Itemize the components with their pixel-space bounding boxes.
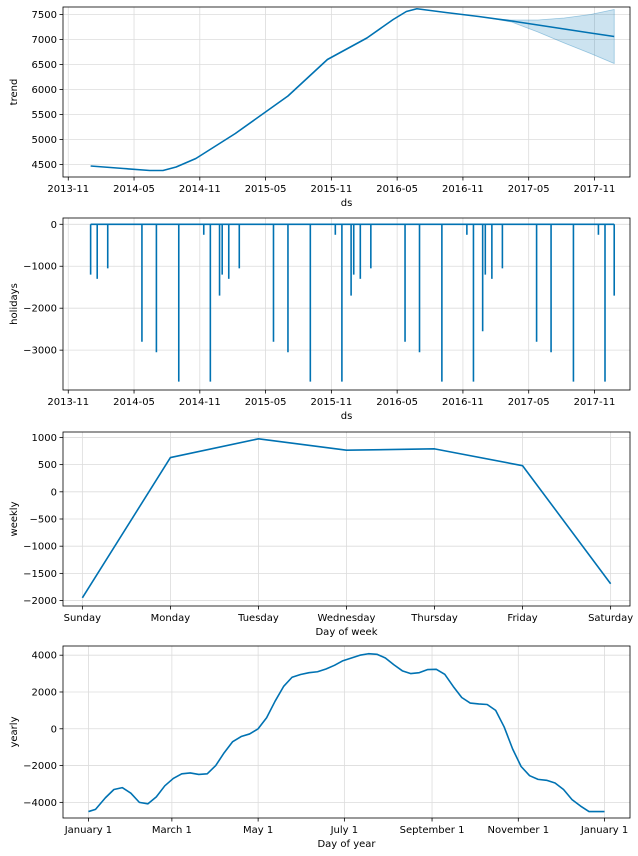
trend-series-line (90, 7, 615, 172)
yearly-x-tick-label: July 1 (330, 825, 359, 836)
holidays-y-tick-label: −1000 (23, 262, 57, 273)
weekly-x-tick-label: Wednesday (318, 613, 376, 624)
holidays-y-tick-label: −2000 (23, 304, 57, 315)
weekly-x-tick-label: Thursday (410, 613, 458, 624)
yearly-series-line (88, 652, 605, 813)
trend-y-tick-label: 6500 (32, 60, 57, 71)
trend-x-tick-label: 2015-11 (310, 184, 352, 195)
yearly-y-tick-label: 0 (51, 724, 57, 735)
trend-x-tick-label: 2017-11 (574, 184, 616, 195)
yearly-y-axis-label: yearly (9, 716, 20, 747)
weekly-x-tick-label: Sunday (64, 613, 101, 624)
weekly-x-tick-label: Friday (507, 613, 537, 624)
holidays-x-tick-label: 2016-05 (376, 397, 418, 408)
holidays-x-tick-label: 2017-05 (508, 397, 550, 408)
weekly-y-tick-label: −2000 (23, 596, 57, 607)
trend-y-tick-label: 7500 (32, 10, 57, 21)
trend-uncertainty-band (491, 9, 615, 65)
yearly-x-tick-label: March 1 (152, 825, 192, 836)
weekly-x-axis-label: Day of week (315, 627, 377, 638)
trend-y-tick-label: 5000 (32, 135, 57, 146)
weekly-y-tick-label: −1500 (23, 569, 57, 580)
trend-y-tick-label: 6000 (32, 85, 57, 96)
holidays-y-tick-label: 0 (51, 220, 57, 231)
trend-chart: 2013-11 2014-05 2014-11 2015-05 2015-11 2016-… (9, 6, 631, 209)
yearly-y-tick-label: −2000 (23, 761, 57, 772)
weekly-y-tick-label: −500 (30, 515, 57, 526)
trend-axes-frame (62, 6, 631, 178)
holidays-axes-frame (62, 217, 631, 391)
yearly-y-tick-label: 4000 (32, 651, 57, 662)
holidays-x-tick-label: 2014-05 (113, 397, 155, 408)
yearly-x-tick-label: May 1 (243, 825, 273, 836)
trend-x-tick-label: 2016-05 (376, 184, 418, 195)
holidays-x-tick-label: 2017-11 (574, 397, 616, 408)
holidays-x-tick-label: 2013-11 (47, 397, 89, 408)
holidays-chart: 2013-11 2014-05 2014-11 2015-05 2015-11 2016-… (9, 217, 631, 422)
weekly-y-tick-label: −1000 (23, 542, 57, 553)
holidays-x-tick-label: 2015-05 (245, 397, 287, 408)
trend-y-tick-label: 5500 (32, 110, 57, 121)
yearly-axes-frame (62, 645, 631, 819)
weekly-y-tick-label: 1000 (32, 433, 57, 444)
holidays-x-axis-label: ds (341, 411, 353, 422)
trend-x-tick-label: 2013-11 (47, 184, 89, 195)
holidays-x-tick-label: 2015-11 (310, 397, 352, 408)
yearly-x-tick-label: September 1 (400, 825, 465, 836)
weekly-y-tick-label: 500 (38, 460, 57, 471)
trend-x-tick-label: 2017-05 (508, 184, 550, 195)
trend-y-axis-label: trend (9, 79, 20, 106)
weekly-x-tick-label: Saturday (588, 613, 633, 624)
trend-y-tick-label: 4500 (32, 160, 57, 171)
trend-y-tick-label: 7000 (32, 35, 57, 46)
trend-x-tick-label: 2016-11 (442, 184, 484, 195)
weekly-y-axis-label: weekly (9, 501, 20, 536)
weekly-chart: Sunday Monday Tuesday Wednesday Thursday Frid… (9, 431, 633, 638)
holidays-x-tick-label: 2016-11 (442, 397, 484, 408)
yearly-chart: January 1 March 1 May 1 July 1 September 1 No… (9, 645, 631, 850)
yearly-y-tick-label: −4000 (23, 798, 57, 809)
holidays-y-axis-label: holidays (9, 283, 20, 325)
yearly-y-tick-label: 2000 (32, 687, 57, 698)
yearly-x-tick-label: January 1 (64, 825, 112, 836)
yearly-x-tick-label: January 1 (580, 825, 628, 836)
weekly-x-tick-label: Monday (151, 613, 191, 624)
yearly-x-tick-label: November 1 (488, 825, 550, 836)
trend-x-axis-label: ds (341, 198, 353, 209)
weekly-series-line (81, 438, 612, 599)
holidays-x-tick-label: 2014-11 (179, 397, 221, 408)
trend-x-tick-label: 2014-11 (179, 184, 221, 195)
trend-x-tick-label: 2014-05 (113, 184, 155, 195)
yearly-x-axis-label: Day of year (317, 839, 376, 850)
weekly-y-tick-label: 0 (51, 487, 57, 498)
weekly-x-tick-label: Tuesday (237, 613, 279, 624)
trend-x-tick-label: 2015-05 (245, 184, 287, 195)
holidays-y-tick-label: −3000 (23, 346, 57, 357)
